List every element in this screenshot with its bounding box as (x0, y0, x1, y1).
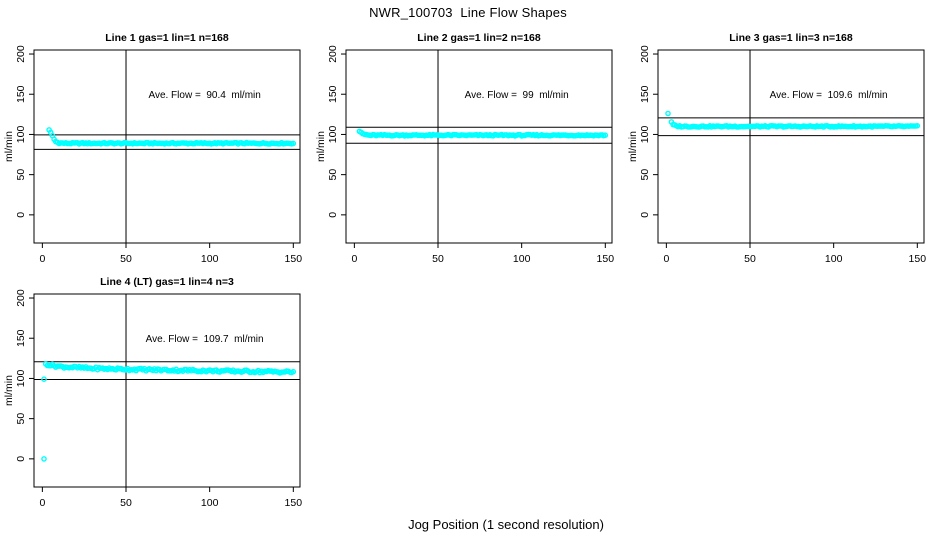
plot-box (345, 49, 613, 244)
y-tick-label: 0 (15, 456, 27, 462)
y-tick-label: 50 (15, 413, 27, 425)
panel-plot-svg: Line 4 (LT) gas=1 lin=4 n=3 0 50 100 150 0 50 1… (3, 276, 302, 509)
y-tick-label: 0 (639, 212, 651, 218)
x-tick-label: 150 (909, 253, 927, 265)
plot-box (33, 293, 301, 488)
flow-annotation: Ave. Flow = 90.4 ml/min (148, 90, 260, 101)
flow-annotation: Ave. Flow = 99 ml/min (465, 90, 569, 101)
y-axis-ticks: 0 50 100 150 200 (15, 45, 34, 218)
x-tick-label: 50 (744, 253, 756, 265)
y-tick-label: 150 (15, 85, 27, 103)
y-tick-label: 200 (327, 45, 339, 63)
y-tick-label: 200 (639, 45, 651, 63)
panel-row-2: Line 4 (LT) gas=1 lin=4 n=3 0 50 100 150 0 50 1… (0, 270, 936, 514)
x-axis-ticks: 0 50 100 150 (351, 243, 614, 265)
outlier-point (41, 376, 47, 382)
y-tick-label: 0 (327, 212, 339, 218)
x-tick-label: 100 (825, 253, 843, 265)
y-tick-label: 150 (15, 329, 27, 347)
y-tick-label: 50 (15, 169, 27, 181)
x-tick-label: 100 (513, 253, 531, 265)
y-tick-label: 100 (15, 370, 27, 388)
data-points (46, 127, 297, 147)
flow-annotation: Ave. Flow = 109.6 ml/min (770, 90, 888, 101)
y-axis-ticks: 0 50 100 150 200 (15, 289, 34, 462)
y-tick-label: 150 (639, 85, 651, 103)
panel-line-4: Line 4 (LT) gas=1 lin=4 n=3 0 50 100 150 0 50 1… (0, 270, 312, 514)
panel-plot-svg: Line 1 gas=1 lin=1 n=168 0 50 100 150 0 50 100 1… (3, 32, 302, 265)
y-axis-title: ml/min (315, 131, 327, 162)
panel-plot-svg: Line 2 gas=1 lin=2 n=168 0 50 100 150 0 50 100 1… (315, 32, 614, 265)
data-points (356, 128, 609, 139)
y-axis-title: ml/min (3, 131, 15, 162)
figure-x-axis-label: Jog Position (1 second resolution) (408, 517, 604, 532)
x-tick-label: 150 (597, 253, 615, 265)
panel-line-1: Line 1 gas=1 lin=1 n=168 0 50 100 150 0 50 100 1… (0, 26, 312, 270)
panel-line-3: Line 3 gas=1 lin=3 n=168 0 50 100 150 0 50 100 1… (624, 26, 936, 270)
empty-panel-slot-1 (312, 270, 624, 514)
x-tick-label: 0 (39, 253, 45, 265)
x-tick-label: 0 (663, 253, 669, 265)
panel-title: Line 1 gas=1 lin=1 n=168 (105, 32, 229, 44)
x-tick-label: 50 (120, 253, 132, 265)
y-tick-label: 0 (15, 212, 27, 218)
panel-grid: Line 1 gas=1 lin=1 n=168 0 50 100 150 0 50 100 1… (0, 26, 936, 514)
y-tick-label: 200 (15, 289, 27, 307)
panel-title: Line 3 gas=1 lin=3 n=168 (729, 32, 853, 44)
panel-line-2: Line 2 gas=1 lin=2 n=168 0 50 100 150 0 50 100 1… (312, 26, 624, 270)
flow-annotation: Ave. Flow = 109.7 ml/min (146, 334, 264, 345)
y-tick-label: 200 (15, 45, 27, 63)
y-axis-title: ml/min (3, 375, 15, 406)
outlier-point (41, 456, 47, 462)
y-axis-title: ml/min (627, 131, 639, 162)
empty-panel-slot-2 (624, 270, 936, 514)
y-axis-ticks: 0 50 100 150 200 (639, 45, 658, 218)
x-tick-label: 150 (285, 497, 303, 509)
x-tick-label: 0 (351, 253, 357, 265)
x-axis-ticks: 0 50 100 150 (39, 487, 302, 509)
panel-plot-svg: Line 3 gas=1 lin=3 n=168 0 50 100 150 0 50 100 1… (627, 32, 926, 265)
y-tick-label: 50 (327, 169, 339, 181)
x-tick-label: 100 (201, 253, 219, 265)
panel-title: Line 2 gas=1 lin=2 n=168 (417, 32, 541, 44)
y-tick-label: 50 (639, 169, 651, 181)
x-tick-label: 100 (201, 497, 219, 509)
panel-row-1: Line 1 gas=1 lin=1 n=168 0 50 100 150 0 50 100 1… (0, 26, 936, 270)
x-axis-ticks: 0 50 100 150 (663, 243, 926, 265)
plot-box (657, 49, 925, 244)
x-tick-label: 150 (285, 253, 303, 265)
x-axis-ticks: 0 50 100 150 (39, 243, 302, 265)
y-tick-label: 100 (639, 126, 651, 144)
figure-title: NWR_100703 Line Flow Shapes (369, 5, 567, 20)
x-tick-label: 50 (432, 253, 444, 265)
outlier-point (665, 110, 671, 117)
data-points (41, 361, 297, 462)
y-tick-label: 100 (327, 126, 339, 144)
y-axis-ticks: 0 50 100 150 200 (327, 45, 346, 218)
panel-title: Line 4 (LT) gas=1 lin=4 n=3 (100, 276, 234, 288)
data-points (665, 110, 921, 130)
y-tick-label: 150 (327, 85, 339, 103)
x-tick-label: 50 (120, 497, 132, 509)
plot-box (33, 49, 301, 244)
y-tick-label: 100 (15, 126, 27, 144)
x-tick-label: 0 (39, 497, 45, 509)
